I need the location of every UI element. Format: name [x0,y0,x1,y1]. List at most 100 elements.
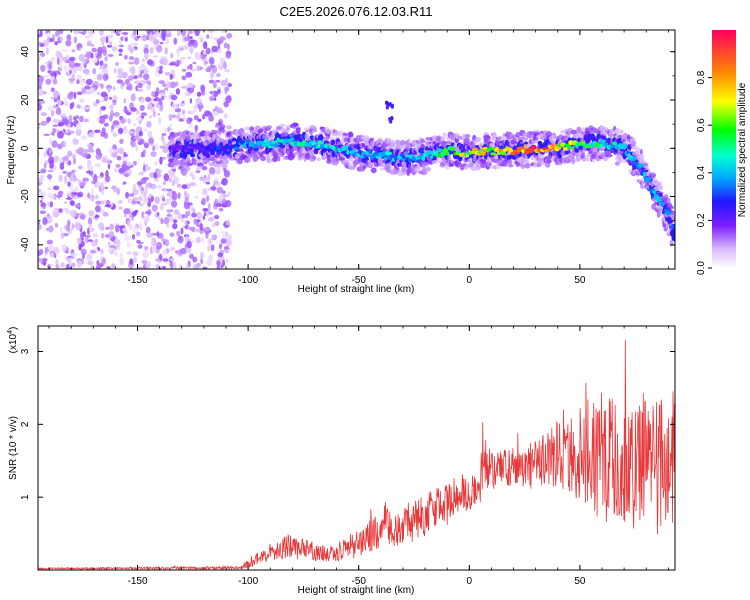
ridge-core [186,148,191,151]
snr-frame [37,325,676,571]
snr-x-axis-label: Height of straight line (km) [298,585,415,596]
noise-speckle [63,141,67,146]
noise-speckle [227,83,232,87]
noise-speckle [225,95,232,104]
noise-speckle [84,118,89,123]
noise-speckle [44,246,49,253]
noise-speckle [50,194,56,200]
noise-speckle [161,133,167,136]
noise-speckle [162,250,168,255]
ridge-core [364,154,368,158]
noise-speckle [218,207,224,212]
noise-speckle [175,81,179,87]
noise-speckle [219,36,226,42]
noise-speckle [210,244,215,252]
noise-speckle [109,114,113,122]
noise-speckle [193,115,199,121]
noise-speckle [208,30,215,34]
noise-speckle [181,184,188,190]
ridge-halo [635,147,641,151]
noise-speckle [129,211,132,219]
ridge-halo [414,166,421,173]
blob-mark [388,117,392,122]
noise-speckle [87,260,94,265]
ridge-halo [582,157,586,162]
noise-speckle [133,132,138,135]
noise-speckle [95,153,102,160]
noise-speckle [132,189,139,196]
noise-speckle [141,58,145,62]
noise-speckle [200,38,203,43]
noise-speckle [185,263,189,269]
noise-speckle [169,73,173,80]
ridge-halo [630,140,637,147]
noise-speckle [225,234,233,242]
noise-speckle [86,53,92,59]
ridge-halo [581,151,586,159]
noise-speckle [59,162,65,170]
noise-speckle [52,127,57,134]
ridge-halo [222,163,228,168]
noise-speckle [217,255,225,262]
noise-speckle [72,138,78,145]
ridge-core [242,143,247,149]
noise-speckle [140,177,147,184]
noise-speckle [159,204,164,211]
noise-speckle [130,47,136,52]
noise-speckle [40,52,46,57]
noise-speckle [53,246,60,254]
noise-speckle [140,112,147,117]
noise-speckle [95,181,101,187]
noise-speckle [101,232,105,239]
noise-speckle [94,163,101,168]
noise-speckle [133,75,138,80]
noise-speckle [107,241,111,248]
ridge-halo [416,143,421,147]
noise-speckle [154,161,158,166]
ridge-halo [316,157,321,162]
noise-speckle [76,237,82,245]
noise-speckle [176,51,180,58]
noise-speckle [65,209,72,214]
noise-speckle [108,247,113,252]
noise-speckle [227,191,231,197]
snr-x-tick-label: -50 [351,576,366,587]
noise-speckle [125,191,130,199]
noise-speckle [175,250,179,254]
noise-speckle [162,181,167,186]
noise-speckle [203,227,210,232]
noise-speckle [50,110,55,117]
noise-speckle [123,208,131,215]
noise-speckle [47,187,51,191]
noise-speckle [202,179,207,182]
noise-speckle [202,208,209,212]
ridge-halo [669,239,674,247]
noise-speckle [40,112,48,116]
noise-speckle [181,214,186,219]
ridge-halo [442,132,447,138]
noise-speckle [161,188,168,192]
ridge-halo [226,131,231,137]
noise-speckle [146,182,153,188]
ridge-core [490,152,497,156]
noise-speckle [151,239,155,248]
noise-speckle [184,92,192,96]
spectrogram-x-tick-label: -50 [351,275,366,286]
noise-speckle [129,223,133,231]
ridge-halo [307,150,315,154]
ridge-halo [519,136,525,141]
noise-speckle [89,210,92,218]
noise-speckle [222,234,226,238]
noise-speckle [180,227,184,235]
noise-speckle [67,129,70,133]
noise-speckle [162,196,165,202]
noise-speckle [160,237,165,242]
noise-speckle [46,47,49,55]
noise-speckle [66,34,72,41]
ridge-halo [581,126,586,133]
noise-speckle [62,171,68,174]
noise-speckle [49,149,52,154]
ridge-core [357,150,363,154]
noise-speckle [40,64,46,72]
noise-speckle [109,96,112,100]
